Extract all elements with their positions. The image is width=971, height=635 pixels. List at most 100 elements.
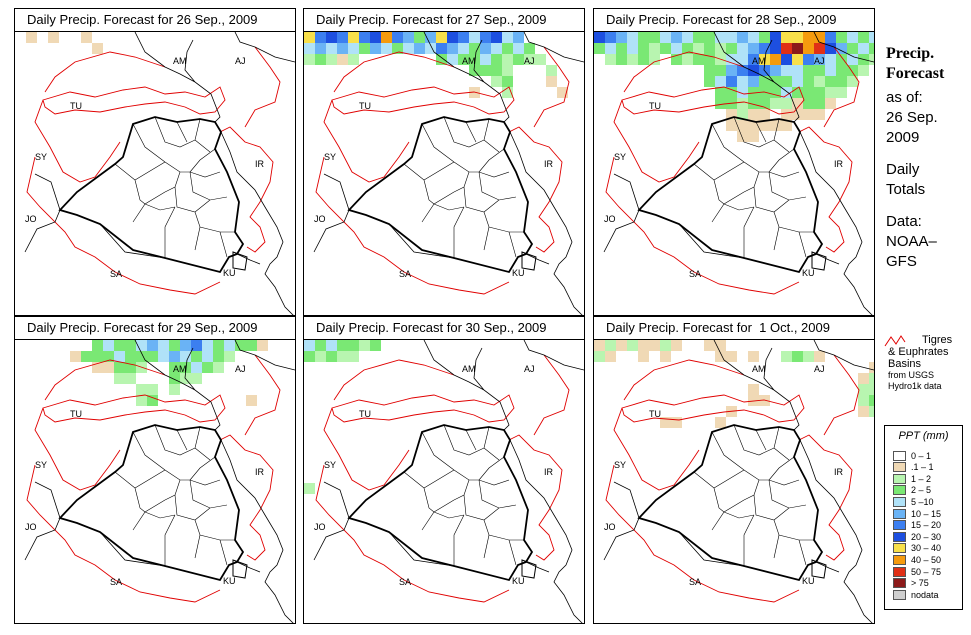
precip-cell — [759, 98, 770, 109]
precip-cell — [660, 32, 671, 43]
precip-cell — [825, 54, 836, 65]
ppt-legend-item: 40 – 50 — [893, 554, 941, 565]
precip-cell — [92, 362, 103, 373]
precip-cell — [480, 43, 491, 54]
region-label-jo: JO — [604, 214, 616, 224]
precip-cell — [594, 43, 605, 54]
precip-cell — [748, 87, 759, 98]
basin-boundary — [26, 354, 281, 603]
precip-cell — [737, 98, 748, 109]
precip-cell — [814, 54, 825, 65]
precip-map: AM AJ TU SY IR JO SA KU — [304, 32, 584, 315]
iraq-border — [637, 424, 824, 582]
precip-cell — [169, 384, 180, 395]
ppt-legend-swatch — [893, 508, 906, 519]
data-source-line1: Data: — [886, 213, 922, 230]
precip-cell — [748, 131, 759, 142]
basin-legend-line5: Hydro1k data — [888, 381, 942, 391]
precip-cell — [814, 98, 825, 109]
precip-cell — [627, 43, 638, 54]
precip-cell — [726, 54, 737, 65]
kuwait-border — [811, 559, 827, 579]
precip-cell — [180, 340, 191, 351]
side-title-line1: Precip. — [886, 45, 935, 62]
panel-title: Daily Precip. Forecast for 28 Sep., 2009 — [594, 9, 874, 32]
precip-cell — [304, 54, 315, 65]
precip-cell — [326, 340, 337, 351]
precip-cell — [748, 384, 759, 395]
precip-cell — [715, 340, 726, 351]
precip-cell — [792, 76, 803, 87]
region-label-aj: AJ — [235, 56, 246, 66]
precip-cell — [70, 351, 81, 362]
basin-legend-line3: Basins — [888, 358, 922, 370]
panel-title-date: 27 Sep., 2009 — [461, 12, 547, 27]
precip-cell — [594, 351, 605, 362]
side-title-line2: Forecast — [886, 65, 945, 82]
region-label-jo: JO — [604, 522, 616, 532]
precip-cell — [370, 340, 381, 351]
precip-cell — [660, 340, 671, 351]
precip-cell — [726, 65, 737, 76]
precip-cell — [81, 351, 92, 362]
precip-cell — [315, 351, 326, 362]
precip-cell — [136, 340, 147, 351]
region-label-aj: AJ — [814, 364, 825, 374]
precip-cell — [781, 32, 792, 43]
precip-cell — [825, 87, 836, 98]
precip-cell — [202, 351, 213, 362]
precip-cell — [726, 87, 737, 98]
iraq-border — [637, 116, 824, 274]
precip-cell — [770, 54, 781, 65]
precip-cell — [202, 362, 213, 373]
precip-cell — [125, 340, 136, 351]
precip-cell — [792, 109, 803, 120]
panel-title-date: 28 Sep., 2009 — [751, 12, 837, 27]
precip-cell — [392, 32, 403, 43]
region-label-ir: IR — [255, 159, 265, 169]
data-source-line2: NOAA– — [886, 233, 937, 250]
ppt-legend-item: 5 –10 — [893, 496, 934, 507]
region-label-sa: SA — [110, 269, 122, 279]
precip-cell — [737, 109, 748, 120]
ppt-legend-label: nodata — [911, 589, 939, 600]
ppt-legend-label: 50 – 75 — [911, 566, 942, 577]
precip-cell — [704, 65, 715, 76]
precip-cell — [191, 362, 202, 373]
forecast-map-panel-4: Daily Precip. Forecast for 29 Sep., 2009… — [14, 316, 296, 624]
precip-cell — [147, 351, 158, 362]
panel-title: Daily Precip. Forecast for 27 Sep., 2009 — [304, 9, 584, 32]
ppt-legend-label: .1 – 1 — [911, 462, 934, 473]
precip-cell — [594, 32, 605, 43]
precip-cell — [114, 340, 125, 351]
precip-cell — [748, 120, 759, 131]
precip-cell — [502, 87, 513, 98]
precip-cell — [715, 76, 726, 87]
panel-title: Daily Precip. Forecast for 1 Oct., 2009 — [594, 317, 874, 340]
region-label-am: AM — [462, 364, 476, 374]
precip-cell — [114, 362, 125, 373]
iraq-border — [58, 424, 245, 582]
ppt-legend-item: 10 – 15 — [893, 508, 941, 519]
region-label-ir: IR — [255, 467, 265, 477]
precip-cell — [737, 76, 748, 87]
precip-cell — [792, 87, 803, 98]
precip-cell — [836, 32, 847, 43]
precip-cell — [436, 32, 447, 43]
precip-cell — [491, 43, 502, 54]
panel-title-prefix: Daily Precip. Forecast for — [27, 320, 173, 335]
precip-cell — [304, 340, 315, 351]
precip-cell — [304, 483, 315, 494]
precip-cell — [671, 340, 682, 351]
precip-grid — [70, 340, 268, 406]
forecast-map-panel-5: Daily Precip. Forecast for 30 Sep., 2009… — [303, 316, 585, 624]
precip-cell — [781, 43, 792, 54]
precip-cell — [125, 351, 136, 362]
precip-cell — [458, 32, 469, 43]
precip-cell — [447, 54, 458, 65]
precip-cell — [638, 32, 649, 43]
precip-cell — [715, 417, 726, 428]
region-label-sy: SY — [35, 152, 47, 162]
precip-cell — [660, 351, 671, 362]
precip-cell — [737, 87, 748, 98]
